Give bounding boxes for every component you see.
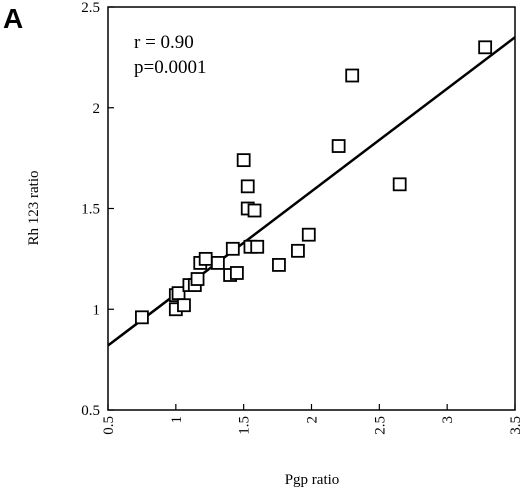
data-point: [135, 310, 149, 325]
data-point: [198, 251, 213, 266]
y-tick-label: 0.5: [81, 403, 100, 419]
data-point: [250, 239, 265, 254]
panel-label: A: [3, 3, 23, 34]
data-point: [301, 227, 316, 242]
data-point: [272, 258, 286, 272]
x-axis-title: Pgp ratio: [285, 472, 340, 488]
x-tick-label: 1: [169, 416, 185, 424]
x-tick-labels: 0.5 1 1.5 2 2.5 3 3.5: [101, 416, 520, 435]
data-point: [240, 179, 255, 194]
data-point: [190, 272, 205, 286]
correlation-annotation: r = 0.90: [134, 32, 194, 53]
data-point: [177, 298, 191, 313]
p-value-annotation: p=0.0001: [134, 57, 206, 78]
data-point: [247, 203, 262, 218]
data-point: [392, 177, 407, 192]
axis-ticks: [107, 6, 516, 411]
data-points: [135, 40, 493, 325]
data-point: [331, 139, 346, 153]
y-tick-label: 1.5: [81, 202, 100, 218]
data-point: [478, 40, 493, 55]
x-tick-label: 0.5: [101, 416, 117, 435]
data-point: [229, 266, 244, 280]
x-tick-label: 2.5: [372, 416, 388, 435]
x-tick-label: 3: [440, 416, 456, 424]
x-tick-label: 3.5: [508, 416, 520, 435]
data-point: [225, 241, 240, 256]
y-axis-title: Rh 123 ratio: [26, 171, 42, 246]
y-tick-label: 1: [93, 302, 101, 318]
y-tick-label: 2: [93, 101, 101, 117]
x-tick-label: 1.5: [237, 416, 253, 435]
data-point: [291, 243, 305, 258]
y-tick-label: 2.5: [81, 0, 100, 16]
y-tick-labels: 0.5 1 1.5 2 2.5: [81, 0, 100, 419]
data-point: [236, 153, 251, 168]
data-point: [345, 68, 360, 83]
data-point: [210, 256, 225, 270]
x-tick-label: 2: [305, 416, 321, 424]
